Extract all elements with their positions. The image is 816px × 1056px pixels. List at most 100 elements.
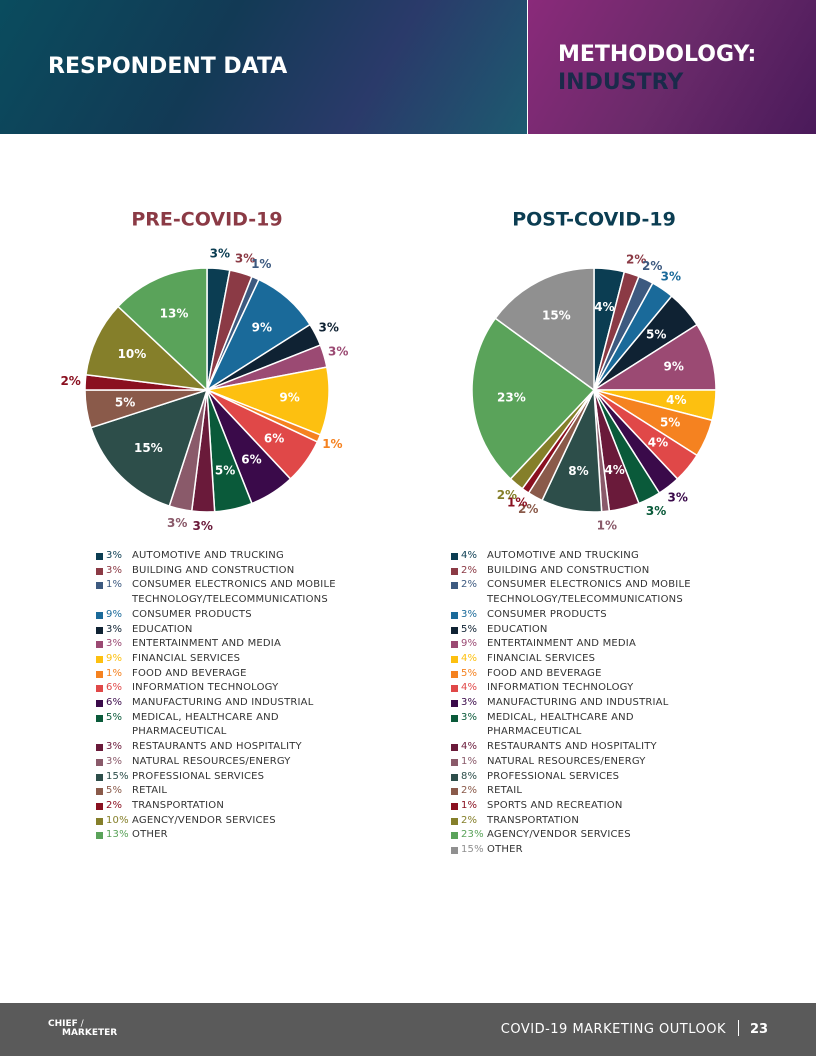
legend-swatch xyxy=(451,700,458,708)
legend-swatch xyxy=(451,626,458,634)
legend-label: RESTAURANTS AND HOSPITALITY xyxy=(132,741,302,753)
slice-label: 3% xyxy=(235,251,255,265)
legend-item: 5% MEDICAL, HEALTHCARE AND PHARMACEUTICAL xyxy=(96,711,372,740)
legend-swatch xyxy=(96,670,103,678)
legend-value: 15% xyxy=(461,844,484,856)
legend-value: 1% xyxy=(106,579,123,591)
divider xyxy=(738,1020,739,1036)
slice-label: 3% xyxy=(319,320,339,334)
header-title: METHODOLOGY: xyxy=(558,42,757,67)
slice-label: 3% xyxy=(210,246,230,260)
legend-swatch xyxy=(96,773,103,781)
legend-swatch xyxy=(451,773,458,781)
legend-swatch xyxy=(451,553,458,560)
legend-value: 1% xyxy=(461,799,478,811)
legend-label: FINANCIAL SERVICES xyxy=(132,652,241,664)
legend-swatch xyxy=(451,847,458,855)
legend-value: 23% xyxy=(461,829,484,841)
legend-label: EDUCATION xyxy=(487,623,548,635)
legend-value: 4% xyxy=(461,741,478,753)
legend-label: OTHER xyxy=(132,829,168,841)
legend-label: NATURAL RESOURCES/ENERGY xyxy=(132,755,291,767)
slice-label: 4% xyxy=(594,300,614,314)
legend-swatch xyxy=(96,567,103,575)
page-number: 23 xyxy=(750,1022,769,1037)
legend-item: 3% CONSUMER PRODUCTS xyxy=(451,608,727,623)
legend-item: 13% OTHER xyxy=(96,828,372,843)
legend-value: 2% xyxy=(106,799,123,811)
legend-swatch xyxy=(451,802,458,810)
legend-value: 2% xyxy=(461,564,478,576)
legend-value: 6% xyxy=(106,682,123,694)
slice-label: 3% xyxy=(646,504,666,518)
legend-value: 2% xyxy=(461,814,478,826)
legend-value: 3% xyxy=(106,755,123,767)
legend-label: SPORTS AND RECREATION xyxy=(487,799,623,811)
legend-label: TRANSPORTATION xyxy=(487,814,580,826)
legend-swatch xyxy=(96,788,103,796)
slice-label: 23% xyxy=(497,390,526,404)
legend-item: 3% AUTOMOTIVE AND TRUCKING xyxy=(96,549,372,564)
legend-label: BUILDING AND CONSTRUCTION xyxy=(132,564,295,576)
slice-label: 2% xyxy=(642,259,662,273)
legend-item: 1% NATURAL RESOURCES/ENERGY xyxy=(451,755,727,770)
legend-item: 4% RESTAURANTS AND HOSPITALITY xyxy=(451,740,727,755)
legend-value: 8% xyxy=(461,770,478,782)
slice-label: 2% xyxy=(518,502,538,516)
legend-swatch xyxy=(96,714,103,722)
legend-swatch xyxy=(451,655,458,663)
legend-label: MANUFACTURING AND INDUSTRIAL xyxy=(487,697,669,709)
legend-label: NATURAL RESOURCES/ENERGY xyxy=(487,755,646,767)
legend-label: FOOD AND BEVERAGE xyxy=(132,667,247,679)
legend-value: 9% xyxy=(106,608,123,620)
legend-swatch xyxy=(96,626,103,634)
legend-label: INFORMATION TECHNOLOGY xyxy=(132,682,279,694)
legend-item: 3% MEDICAL, HEALTHCARE AND PHARMACEUTICAL xyxy=(451,711,727,740)
legend-value: 4% xyxy=(461,652,478,664)
legend-item: 3% RESTAURANTS AND HOSPITALITY xyxy=(96,740,372,755)
legend-value: 3% xyxy=(461,697,478,709)
header-title: RESPONDENT DATA xyxy=(48,54,288,79)
legend-label: PROFESSIONAL SERVICES xyxy=(132,770,265,782)
pie-slice xyxy=(117,267,208,392)
legend-item: 15% PROFESSIONAL SERVICES xyxy=(96,770,372,785)
legend: 4% AUTOMOTIVE AND TRUCKING 2% BUILDING AND … xyxy=(451,549,727,858)
legend-item: 1% SPORTS AND RECREATION xyxy=(451,799,727,814)
legend-label: FINANCIAL SERVICES xyxy=(487,652,596,664)
slice-label: 2% xyxy=(626,253,646,267)
legend-item: 4% AUTOMOTIVE AND TRUCKING xyxy=(451,549,727,564)
legend-label: CONSUMER ELECTRONICS AND MOBILE TECHNOLO… xyxy=(487,579,691,606)
legend-item: 3% BUILDING AND CONSTRUCTION xyxy=(96,564,372,579)
slice-label: 1% xyxy=(507,496,527,510)
legend-label: AUTOMOTIVE AND TRUCKING xyxy=(132,550,284,561)
slice-label: 13% xyxy=(160,306,189,320)
header-band xyxy=(528,0,816,134)
legend-item: 10% AGENCY/VENDOR SERVICES xyxy=(96,814,372,829)
legend-label: EDUCATION xyxy=(132,623,193,635)
legend-value: 3% xyxy=(461,711,478,723)
legend-value: 13% xyxy=(106,829,129,841)
slice-label: 1% xyxy=(322,437,342,451)
legend-item: 5% FOOD AND BEVERAGE xyxy=(451,667,727,682)
legend-swatch xyxy=(451,641,458,649)
legend-value: 9% xyxy=(461,638,478,650)
legend-label: ENTERTAINMENT AND MEDIA xyxy=(487,638,636,650)
slice-label: 3% xyxy=(328,344,348,358)
legend-item: 8% PROFESSIONAL SERVICES xyxy=(451,770,727,785)
legend-item: 9% ENTERTAINMENT AND MEDIA xyxy=(451,637,727,652)
legend-swatch xyxy=(451,788,458,796)
legend-label: RETAIL xyxy=(132,785,168,797)
legend-label: PROFESSIONAL SERVICES xyxy=(487,770,620,782)
legend-swatch xyxy=(451,670,458,678)
legend-label: CONSUMER PRODUCTS xyxy=(487,608,607,620)
legend-label: CONSUMER ELECTRONICS AND MOBILE TECHNOLO… xyxy=(132,579,336,606)
slice-label: 9% xyxy=(252,320,272,334)
legend-item: 2% BUILDING AND CONSTRUCTION xyxy=(451,564,727,579)
legend-swatch xyxy=(96,611,103,619)
slice-label: 3% xyxy=(668,490,688,504)
legend-label: ENTERTAINMENT AND MEDIA xyxy=(132,638,281,650)
legend-value: 6% xyxy=(106,697,123,709)
legend-value: 5% xyxy=(461,667,478,679)
brand-top: CHIEF xyxy=(48,1019,78,1029)
